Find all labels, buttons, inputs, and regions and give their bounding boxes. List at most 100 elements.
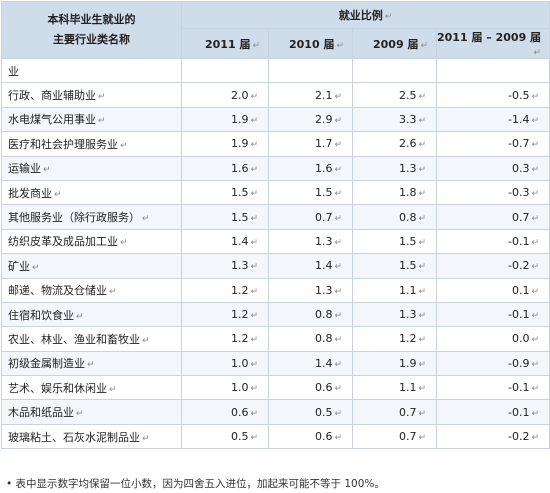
value-2009-cell: 0.8 ↵	[352, 204, 437, 230]
col-header-2011: 2011 届 ↵	[181, 28, 269, 59]
value-2009-cell-text: 2.5	[398, 88, 417, 102]
diff-cell-text: -0.1	[508, 308, 530, 322]
value-2011-cell: 1.5 ↵	[181, 179, 269, 206]
value-2011-cell-text: 1.0	[230, 356, 249, 370]
paragraph-mark-icon: ↵	[250, 286, 258, 297]
paragraph-mark-icon: ↵	[98, 116, 106, 127]
industry-name-cell: 行政、商业辅助业 ↵	[1, 82, 182, 108]
value-2009-cell-text: 3.3	[398, 112, 417, 126]
value-2011-cell: 1.9 ↵	[181, 106, 269, 133]
table-row: 农业、林业、渔业和畜牧业 ↵ 1.2 ↵ 0.8 ↵ 1.2 ↵ 0.0 ↵	[1, 326, 550, 352]
paragraph-mark-icon: ↵	[418, 140, 426, 151]
paragraph-mark-icon: ↵	[334, 335, 342, 346]
value-2010-cell: 0.8 ↵	[268, 326, 353, 352]
paragraph-mark-icon: ↵	[250, 140, 258, 151]
diff-cell-text: -1.4	[508, 112, 530, 126]
value-2010-cell: 1.5 ↵	[268, 179, 353, 206]
value-2011-cell: 1.0 ↵	[181, 350, 269, 377]
industry-name-cell-text: 水电煤气公用事业	[8, 113, 96, 127]
paragraph-mark-icon: ↵	[142, 214, 150, 225]
paragraph-mark-icon: ↵	[334, 164, 342, 175]
value-2011-cell-text: 0.6	[230, 405, 249, 419]
diff-cell: 0.3 ↵	[435, 155, 550, 181]
industry-name-cell: 批发商业 ↵	[1, 179, 182, 206]
industry-name-cell: 木品和纸品业 ↵	[1, 399, 182, 425]
value-2010-cell-text: 1.7	[314, 137, 333, 151]
value-2009-cell: 1.1 ↵	[352, 375, 437, 401]
value-2009-cell-text: 1.3	[398, 308, 417, 322]
diff-cell: 0.1 ↵	[435, 277, 550, 303]
value-2011-cell: 0.5 ↵	[181, 423, 269, 450]
value-2009-cell: 1.1 ↵	[352, 277, 437, 303]
group-cell-2010	[268, 57, 353, 84]
value-2011-cell-text: 1.4	[230, 234, 249, 248]
paragraph-mark-icon: ↵	[418, 115, 426, 126]
paragraph-mark-icon: ↵	[531, 164, 540, 175]
value-2010-cell-text: 1.4	[314, 356, 333, 370]
value-2009-cell-text: 1.5	[398, 234, 417, 248]
diff-cell-text: -0.7	[508, 137, 530, 151]
diff-cell: -0.5 ↵	[435, 82, 550, 108]
diff-cell-text: 0.1	[512, 283, 530, 297]
table-row: 医疗和社会护理服务业 ↵ 1.9 ↵ 1.7 ↵ 2.6 ↵ -0.7 ↵	[1, 131, 550, 157]
value-2011-cell: 1.6 ↵	[181, 155, 269, 181]
value-2011-cell: 1.3 ↵	[181, 253, 269, 279]
industry-name-cell-text: 运输业	[8, 162, 41, 176]
value-2010-cell-text: 1.3	[314, 234, 333, 248]
paragraph-mark-icon: ↵	[418, 359, 426, 370]
paragraph-mark-icon: ↵	[334, 262, 342, 273]
value-2010-cell: 0.7 ↵	[268, 204, 353, 230]
paragraph-mark-icon: ↵	[334, 359, 342, 370]
diff-cell-text: 0.0	[512, 332, 530, 346]
value-2010-cell-text: 2.1	[314, 88, 333, 102]
value-2010-cell: 1.4 ↵	[268, 350, 353, 377]
paragraph-mark-icon: ↵	[531, 408, 540, 419]
employment-ratio-header: 就业比例 ↵	[180, 1, 550, 29]
value-2010-cell: 1.4 ↵	[268, 253, 353, 279]
value-2009-cell-text: 1.3	[398, 161, 417, 175]
value-2009-cell: 1.2 ↵	[352, 326, 437, 352]
industry-name-cell-text: 住宿和饮食业	[8, 308, 74, 322]
paragraph-mark-icon: ↵	[531, 140, 540, 151]
industry-name-header-line1: 本科毕业生就业的	[47, 13, 136, 26]
paragraph-mark-icon: ↵	[418, 213, 426, 224]
value-2009-cell-text: 1.5	[398, 259, 417, 273]
paragraph-mark-icon: ↵	[250, 433, 258, 444]
paragraph-mark-icon: ↵	[418, 237, 426, 248]
value-2009-cell: 0.7 ↵	[352, 423, 437, 450]
value-2010-cell: 1.7 ↵	[268, 131, 353, 157]
paragraph-mark-icon: ↵	[334, 286, 342, 297]
value-2010-cell-text: 1.3	[314, 283, 333, 297]
value-2010-cell: 0.8 ↵	[268, 301, 353, 328]
value-2009-cell: 1.9 ↵	[352, 350, 437, 377]
diff-cell: 0.0 ↵	[435, 326, 550, 352]
paragraph-mark-icon: ↵	[531, 335, 540, 346]
paragraph-mark-icon: ↵	[531, 286, 540, 297]
value-2011-cell: 1.0 ↵	[181, 375, 269, 401]
value-2010-cell: 2.9 ↵	[268, 106, 353, 133]
paragraph-mark-icon: ↵	[250, 335, 258, 346]
diff-cell: -0.1 ↵	[435, 301, 550, 328]
diff-cell: -0.2 ↵	[435, 253, 550, 279]
paragraph-mark-icon: ↵	[334, 140, 342, 151]
paragraph-mark-icon: ↵	[418, 286, 426, 297]
value-2011-cell-text: 1.2	[230, 308, 249, 322]
diff-cell: 0.7 ↵	[435, 204, 550, 230]
value-2009-cell: 2.5 ↵	[352, 82, 437, 108]
table-row: 行政、商业辅助业 ↵ 2.0 ↵ 2.1 ↵ 2.5 ↵ -0.5 ↵	[1, 82, 550, 108]
paragraph-mark-icon: ↵	[120, 238, 128, 249]
value-2011-cell-text: 1.6	[230, 161, 249, 175]
industry-name-cell: 邮递、物流及仓储业 ↵	[1, 277, 182, 303]
table-row: 批发商业 ↵ 1.5 ↵ 1.5 ↵ 1.8 ↵ -0.3 ↵	[1, 179, 550, 206]
paragraph-mark-icon: ↵	[250, 408, 258, 419]
industry-name-header-line2: 主要行业类名称	[53, 33, 130, 46]
diff-cell-text: -0.1	[508, 381, 530, 395]
footnote: • 表中显示数字均保留一位小数，因为四舍五入进位，加起来可能不等于 100%。	[6, 478, 385, 490]
value-2011-cell-text: 1.5	[230, 210, 249, 224]
value-2009-cell-text: 1.1	[398, 283, 417, 297]
paragraph-mark-icon: ↵	[531, 91, 540, 102]
industry-name-cell-text: 医疗和社会护理服务业	[8, 137, 118, 151]
value-2010-cell: 1.3 ↵	[268, 277, 353, 303]
paragraph-mark-icon: ↵	[334, 213, 342, 224]
value-2009-cell-text: 0.7	[398, 430, 417, 444]
